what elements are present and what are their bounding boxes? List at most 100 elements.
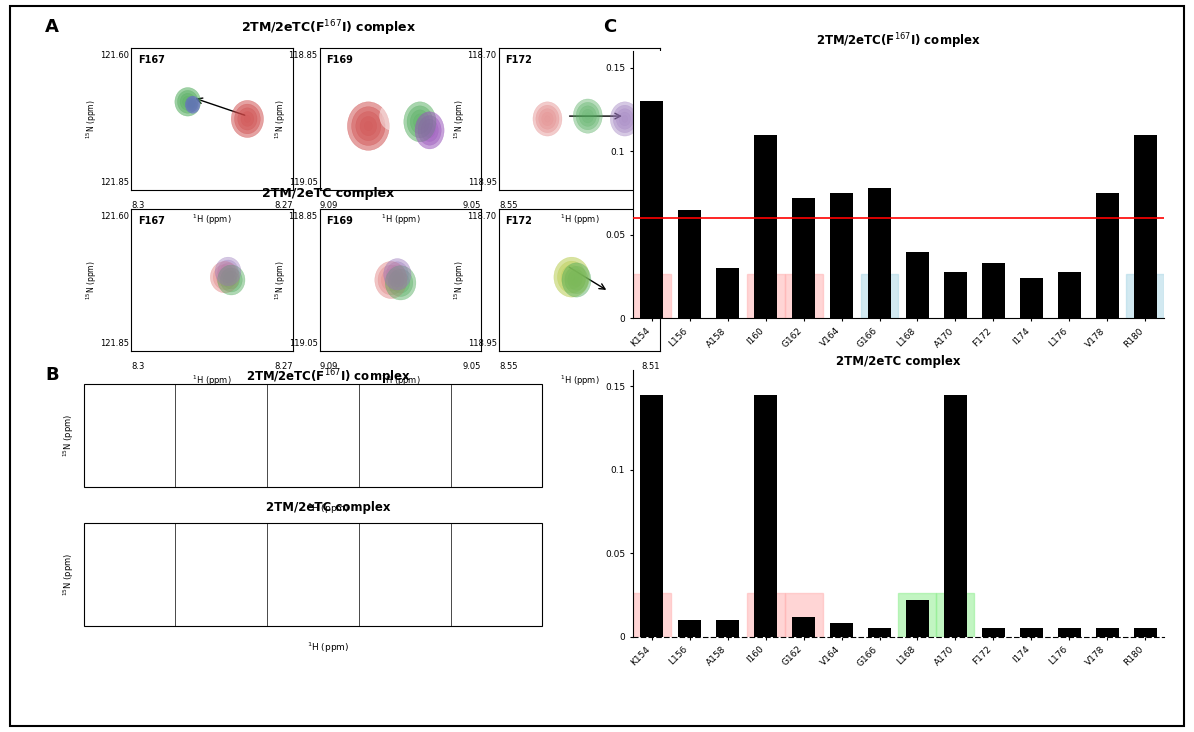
Ellipse shape	[123, 570, 127, 575]
Bar	[678, 210, 701, 318]
Ellipse shape	[378, 265, 404, 295]
Text: C: C	[603, 18, 616, 37]
Ellipse shape	[622, 116, 628, 122]
Ellipse shape	[105, 422, 118, 439]
Ellipse shape	[216, 432, 222, 441]
Ellipse shape	[304, 569, 313, 583]
Text: 8.51: 8.51	[642, 362, 660, 371]
Ellipse shape	[304, 431, 310, 440]
Ellipse shape	[210, 424, 223, 444]
Ellipse shape	[380, 102, 406, 130]
Text: A: A	[45, 18, 60, 37]
Text: 121.85: 121.85	[100, 178, 129, 187]
Ellipse shape	[491, 571, 497, 580]
Text: $^{15}$N (ppm): $^{15}$N (ppm)	[62, 414, 76, 458]
Ellipse shape	[387, 262, 408, 287]
Bar	[716, 620, 739, 637]
Bar	[640, 395, 663, 637]
Ellipse shape	[424, 123, 436, 138]
Bar	[1126, 274, 1164, 318]
Ellipse shape	[304, 570, 308, 575]
Ellipse shape	[474, 425, 485, 441]
Ellipse shape	[395, 566, 410, 586]
Ellipse shape	[475, 428, 484, 439]
Ellipse shape	[426, 127, 432, 134]
Ellipse shape	[121, 567, 134, 585]
Text: 8.55: 8.55	[499, 201, 517, 210]
Bar	[981, 629, 1005, 637]
Bar	[906, 600, 929, 637]
Ellipse shape	[413, 113, 426, 130]
Ellipse shape	[217, 434, 221, 438]
Ellipse shape	[226, 269, 230, 274]
Ellipse shape	[359, 116, 377, 136]
Text: $^{1}$H (ppm): $^{1}$H (ppm)	[381, 373, 420, 388]
Ellipse shape	[221, 263, 235, 280]
Ellipse shape	[228, 277, 234, 283]
Ellipse shape	[211, 426, 222, 441]
Ellipse shape	[486, 563, 499, 583]
Text: F172: F172	[505, 216, 533, 225]
Ellipse shape	[303, 428, 318, 449]
Ellipse shape	[107, 424, 122, 444]
Ellipse shape	[364, 122, 373, 131]
Ellipse shape	[390, 426, 396, 436]
Text: 118.85: 118.85	[289, 212, 318, 221]
Ellipse shape	[123, 569, 131, 583]
Bar	[746, 593, 784, 637]
Ellipse shape	[219, 271, 230, 283]
Text: L173: L173	[181, 392, 207, 402]
Text: $^{1}$H (ppm): $^{1}$H (ppm)	[192, 212, 232, 227]
Ellipse shape	[301, 565, 312, 580]
Ellipse shape	[303, 429, 313, 442]
Ellipse shape	[390, 113, 395, 119]
Ellipse shape	[491, 570, 494, 575]
Ellipse shape	[585, 113, 591, 119]
Ellipse shape	[395, 567, 404, 579]
Ellipse shape	[214, 568, 220, 578]
Ellipse shape	[399, 563, 408, 577]
Text: $^{15}$N (ppm): $^{15}$N (ppm)	[273, 99, 288, 139]
Bar	[944, 395, 967, 637]
Ellipse shape	[356, 111, 381, 141]
Ellipse shape	[387, 422, 400, 440]
Ellipse shape	[398, 569, 402, 576]
Ellipse shape	[301, 564, 316, 587]
Ellipse shape	[384, 108, 400, 124]
Ellipse shape	[398, 280, 404, 286]
Ellipse shape	[303, 559, 318, 580]
Text: F169: F169	[326, 216, 353, 225]
Text: 8.51: 8.51	[642, 201, 660, 210]
Ellipse shape	[213, 427, 226, 446]
Text: 8.55: 8.55	[499, 362, 517, 371]
Ellipse shape	[244, 115, 251, 123]
Ellipse shape	[190, 101, 196, 108]
Ellipse shape	[411, 110, 430, 134]
Ellipse shape	[115, 425, 117, 430]
Ellipse shape	[382, 105, 402, 127]
Text: 119.05: 119.05	[289, 178, 318, 187]
Text: F167: F167	[137, 55, 165, 64]
Ellipse shape	[215, 257, 241, 285]
Bar	[1020, 278, 1042, 318]
Ellipse shape	[208, 420, 222, 441]
Text: $^{15}$N (ppm): $^{15}$N (ppm)	[62, 553, 76, 597]
Ellipse shape	[111, 429, 118, 438]
Ellipse shape	[307, 425, 318, 440]
Ellipse shape	[304, 430, 316, 447]
Ellipse shape	[392, 272, 410, 293]
Text: L176: L176	[273, 392, 298, 402]
Ellipse shape	[189, 100, 197, 110]
Ellipse shape	[217, 260, 239, 283]
Ellipse shape	[394, 276, 407, 290]
Ellipse shape	[109, 417, 124, 439]
Ellipse shape	[390, 561, 408, 585]
Text: 118.95: 118.95	[468, 339, 497, 348]
Ellipse shape	[407, 106, 432, 138]
Ellipse shape	[488, 567, 500, 585]
Ellipse shape	[383, 424, 400, 449]
Ellipse shape	[308, 427, 316, 438]
Ellipse shape	[234, 104, 260, 134]
Ellipse shape	[185, 96, 199, 113]
Text: 2TM/2eTC(F$^{167}$I) complex: 2TM/2eTC(F$^{167}$I) complex	[241, 18, 416, 38]
